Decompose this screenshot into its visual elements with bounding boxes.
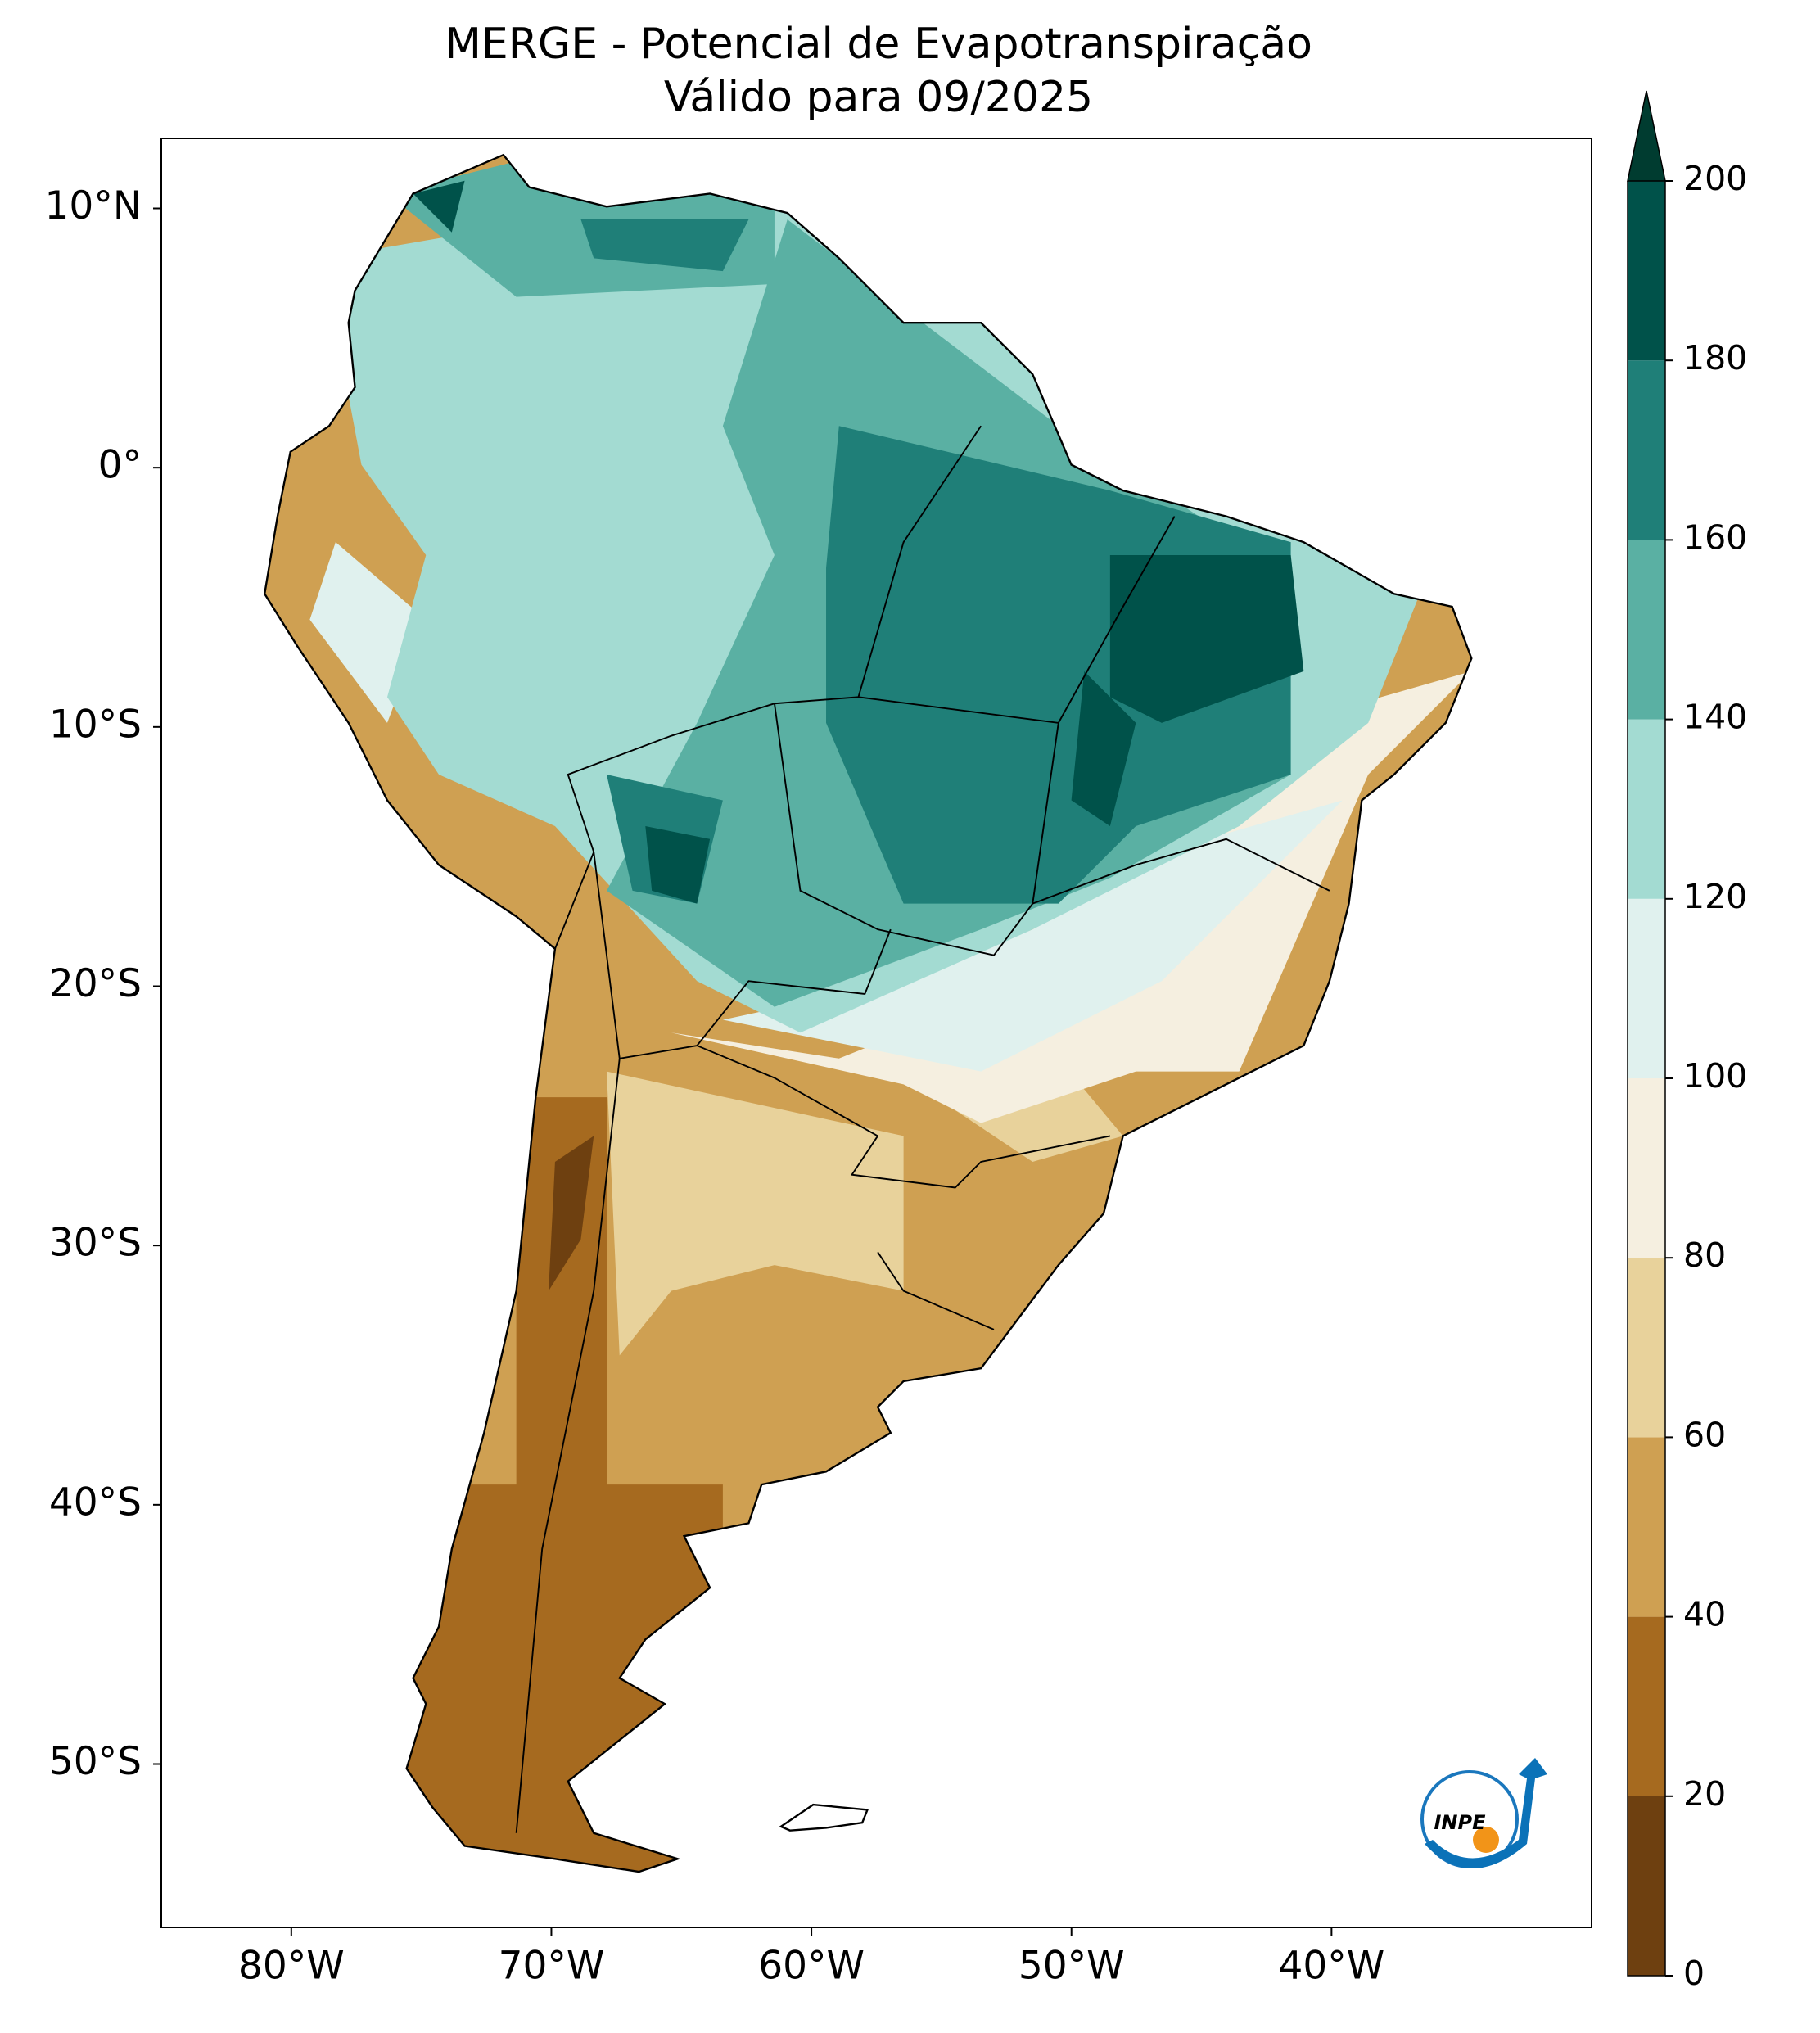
colorbar-tick-label: 60 (1683, 1415, 1726, 1454)
colorbar-bin (1628, 1796, 1665, 1976)
colorbar-tick-label: 200 (1683, 159, 1747, 198)
y-tick-label: 30°S (49, 1221, 142, 1266)
y-tick-label: 10°N (45, 183, 142, 228)
logo-text: INPE (1434, 1811, 1487, 1834)
colorbar-tick-label: 0 (1683, 1954, 1705, 1993)
colorbar-tick-label: 120 (1683, 877, 1747, 916)
colorbar-bin (1628, 1078, 1665, 1258)
borders (515, 425, 1330, 1833)
y-tick-label: 40°S (49, 1480, 142, 1525)
colorbar-extend (1627, 90, 1666, 182)
colorbar-bin (1628, 1616, 1665, 1796)
colorbar-tick-label: 20 (1683, 1774, 1726, 1814)
colorbar-tick-label: 160 (1683, 517, 1747, 557)
colorbar-bin (1628, 181, 1665, 361)
x-tick-label: 60°W (758, 1944, 865, 1989)
chart-title: MERGE - Potencial de Evapotranspiração (445, 20, 1312, 69)
logo-swoosh (1425, 1758, 1547, 1868)
colorbar-bin (1628, 898, 1665, 1078)
x-tick-label: 70°W (499, 1944, 605, 1989)
colorbar-bin (1628, 1258, 1665, 1438)
map-frame (160, 138, 1592, 1928)
colorbar-bin (1628, 1437, 1665, 1617)
coastline (263, 153, 1473, 1873)
colorbar-bin (1628, 360, 1665, 540)
chart-subtitle: Válido para 09/2025 (664, 73, 1093, 122)
colorbar-bin (1628, 540, 1665, 720)
map-fill (264, 155, 1472, 1873)
colorbar-tick-label: 80 (1683, 1236, 1726, 1275)
x-tick-label: 80°W (238, 1944, 345, 1989)
field-region (309, 542, 1343, 1072)
field-region (413, 180, 1304, 904)
logo-sun (1473, 1827, 1499, 1853)
field-region (549, 1136, 594, 1291)
colorbar-bin (1628, 719, 1665, 899)
x-tick-label: 50°W (1018, 1944, 1125, 1989)
logo: INPE (1420, 1758, 1547, 1868)
colorbar-tick-label: 100 (1683, 1056, 1747, 1096)
y-tick-label: 0° (98, 443, 142, 488)
field-region (607, 1058, 1123, 1356)
colorbar-tick-label: 180 (1683, 338, 1747, 377)
colorbar-tick-label: 40 (1683, 1595, 1726, 1634)
colorbar-tick-label: 140 (1683, 698, 1747, 737)
y-tick-label: 20°S (49, 961, 142, 1006)
y-tick-label: 50°S (49, 1739, 142, 1784)
y-tick-label: 10°S (49, 702, 142, 747)
x-tick-label: 40°W (1278, 1944, 1384, 1989)
